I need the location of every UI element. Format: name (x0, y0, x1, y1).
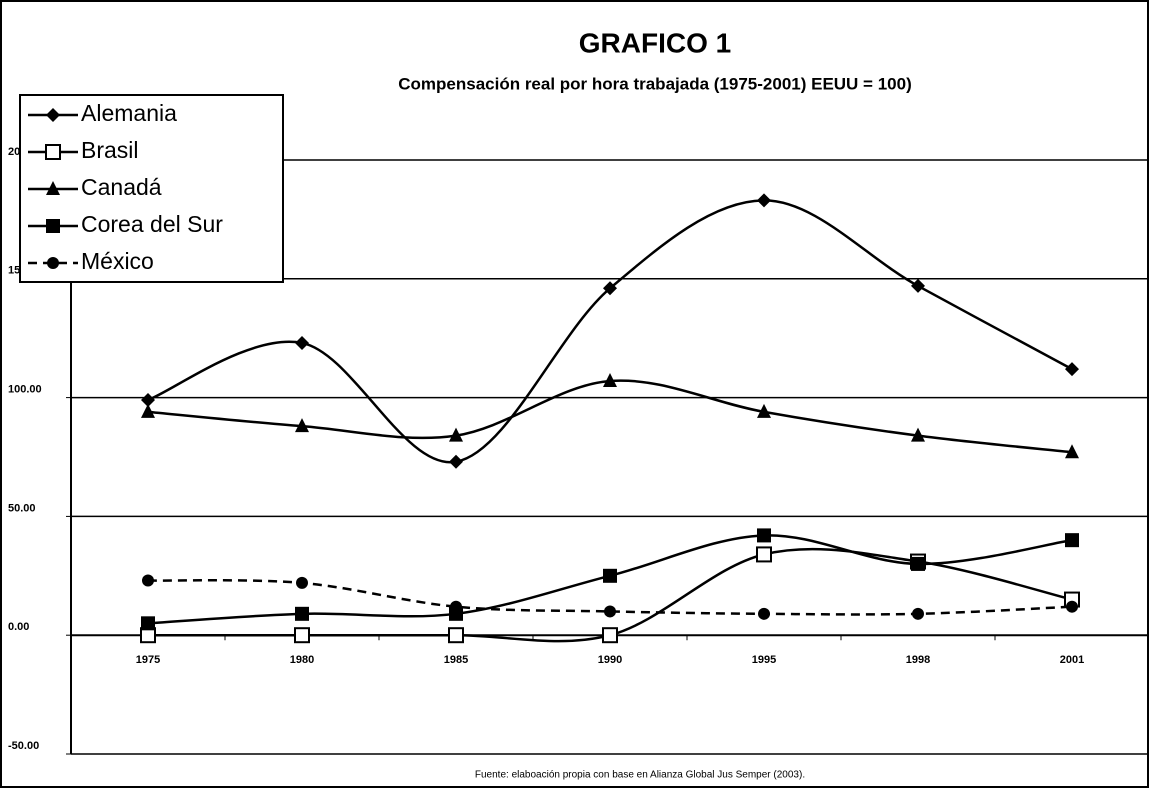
marker (141, 403, 155, 418)
marker (142, 574, 154, 587)
legend-marker (45, 144, 61, 160)
legend-label: México (81, 248, 154, 274)
marker (603, 568, 617, 583)
series-line (147, 379, 1073, 454)
legend-label: Brasil (81, 137, 139, 163)
legend-label: Canadá (81, 174, 162, 200)
marker (604, 605, 616, 618)
marker (295, 335, 309, 350)
marker (912, 607, 924, 620)
marker (141, 616, 155, 631)
y-tick-label: 100.00 (8, 384, 42, 396)
legend-label: Corea del Sur (81, 211, 223, 237)
marker (294, 627, 310, 644)
x-tick-label: 1995 (752, 654, 776, 666)
marker (1065, 533, 1079, 548)
x-tick-label: 1975 (136, 654, 160, 666)
chart-subtitle: Compensación real por hora trabajada (19… (398, 74, 912, 93)
marker (911, 556, 925, 571)
x-tick-label: 1985 (444, 654, 468, 666)
legend-label: Alemania (81, 100, 177, 126)
y-tick-label: 0.00 (8, 621, 29, 633)
y-tick-label: -50.00 (8, 740, 39, 752)
marker (296, 576, 308, 589)
legend-marker (46, 108, 60, 122)
marker (450, 600, 462, 613)
marker (756, 546, 772, 563)
marker (603, 372, 617, 387)
marker (602, 627, 618, 644)
marker (1066, 600, 1078, 613)
legend-marker (47, 257, 59, 269)
marker (295, 606, 309, 621)
x-tick-label: 1998 (906, 654, 930, 666)
marker (603, 281, 617, 296)
legend-marker (46, 219, 60, 233)
marker (757, 193, 771, 208)
marker (911, 278, 925, 293)
marker (911, 427, 925, 442)
marker (141, 392, 155, 407)
series-line (147, 199, 1073, 464)
marker (449, 427, 463, 442)
source-note: Fuente: elaboación propia con base en Al… (475, 770, 805, 781)
marker (295, 418, 309, 433)
y-tick-label: 50.00 (8, 502, 36, 514)
chart-title: GRAFICO 1 (579, 27, 731, 58)
marker (1065, 362, 1079, 377)
marker (448, 627, 464, 644)
marker (757, 528, 771, 543)
x-tick-label: 1980 (290, 654, 314, 666)
marker (1065, 444, 1079, 459)
x-tick-label: 2001 (1060, 654, 1084, 666)
x-tick-label: 1990 (598, 654, 622, 666)
legend-marker (46, 181, 60, 195)
marker (757, 403, 771, 418)
marker (449, 454, 463, 469)
marker (758, 607, 770, 620)
